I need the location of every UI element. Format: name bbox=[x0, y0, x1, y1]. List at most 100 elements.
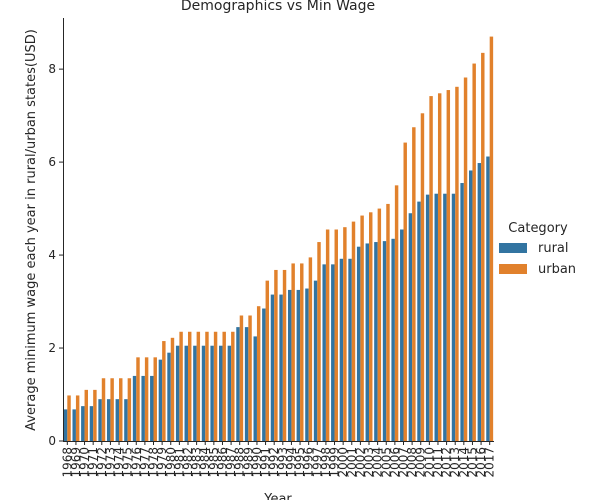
x-tick-label: 2002 bbox=[353, 447, 367, 478]
bar-rural-1990 bbox=[253, 336, 257, 441]
bar-rural-1992 bbox=[270, 294, 275, 441]
bar-rural-1983 bbox=[193, 345, 197, 441]
x-tick-label: 2008 bbox=[405, 447, 419, 478]
x-tick-label: 2004 bbox=[371, 447, 385, 478]
bar-rural-1998 bbox=[322, 264, 326, 441]
x-tick-label: 2011 bbox=[431, 447, 445, 478]
y-tick-label: 0 bbox=[48, 434, 56, 448]
x-tick-label: 1997 bbox=[310, 447, 324, 478]
bar-rural-2006 bbox=[391, 238, 395, 441]
bar-urban-1991 bbox=[265, 280, 270, 441]
bar-urban-1988 bbox=[239, 315, 244, 441]
legend-title: Category bbox=[508, 221, 568, 236]
bar-urban-1989 bbox=[248, 315, 252, 441]
bar-urban-2009 bbox=[420, 113, 425, 441]
bar-rural-1970 bbox=[81, 406, 85, 441]
bar-rural-1997 bbox=[313, 280, 318, 441]
bar-rural-2004 bbox=[374, 242, 378, 441]
x-tick-label: 2000 bbox=[336, 447, 350, 478]
legend-swatch-rural bbox=[499, 243, 527, 253]
x-tick-label: 2001 bbox=[345, 447, 359, 478]
bar-rural-1982 bbox=[184, 345, 188, 441]
bar-urban-1995 bbox=[300, 263, 304, 441]
bar-urban-1977 bbox=[144, 357, 149, 441]
bar-rural-1979 bbox=[158, 359, 163, 441]
bar-rural-2014 bbox=[460, 183, 464, 441]
bar-urban-2016 bbox=[481, 52, 485, 442]
x-tick-label: 1990 bbox=[250, 447, 264, 478]
bar-urban-1994 bbox=[291, 263, 295, 441]
bar-rural-1981 bbox=[175, 345, 180, 441]
bar-rural-1994 bbox=[287, 289, 292, 441]
bar-urban-2014 bbox=[463, 77, 468, 441]
x-tick-label: 1972 bbox=[95, 447, 109, 478]
bar-urban-1984 bbox=[205, 331, 209, 441]
bar-rural-2012 bbox=[443, 193, 447, 441]
x-tick-label: 2009 bbox=[414, 447, 428, 478]
bar-rural-2000 bbox=[339, 258, 344, 441]
bar-urban-2017 bbox=[489, 36, 494, 442]
bar-rural-1989 bbox=[244, 327, 249, 441]
x-tick-label: 1998 bbox=[319, 447, 333, 478]
x-tick-label: 1978 bbox=[147, 447, 161, 478]
bar-urban-1973 bbox=[110, 378, 114, 441]
bar-rural-2001 bbox=[348, 258, 352, 441]
bar-urban-2006 bbox=[394, 185, 399, 441]
y-ticks: 0 2 4 6 8 bbox=[48, 62, 63, 448]
bar-urban-2013 bbox=[455, 86, 459, 442]
bar-rural-1973 bbox=[106, 399, 111, 441]
bar-urban-2001 bbox=[351, 221, 356, 441]
bar-rural-2015 bbox=[469, 170, 473, 441]
x-tick-label: 2017 bbox=[483, 447, 497, 478]
bar-urban-1992 bbox=[274, 269, 278, 441]
chart-title: Demographics vs Min Wage bbox=[181, 0, 375, 14]
legend-label-urban: urban bbox=[538, 262, 576, 277]
bar-rural-2002 bbox=[356, 246, 361, 441]
bar-urban-2003 bbox=[369, 212, 373, 441]
x-tick-label: 1999 bbox=[328, 447, 342, 478]
bar-urban-2015 bbox=[472, 63, 476, 442]
bar-urban-2008 bbox=[412, 127, 416, 442]
legend: Category rural urban bbox=[499, 221, 576, 277]
x-axis-label: Year bbox=[263, 492, 292, 500]
y-tick-label: 8 bbox=[48, 62, 56, 76]
bar-rural-1993 bbox=[279, 294, 283, 441]
y-tick-label: 4 bbox=[48, 248, 56, 262]
bar-rural-1975 bbox=[124, 399, 128, 441]
bar-rural-1996 bbox=[305, 288, 309, 441]
bar-rural-2017 bbox=[486, 156, 490, 441]
x-tick-label: 1974 bbox=[112, 447, 126, 478]
x-tick-label: 1970 bbox=[78, 447, 92, 478]
x-tick-label: 1992 bbox=[267, 447, 281, 478]
bar-rural-2007 bbox=[400, 229, 404, 441]
bar-urban-2005 bbox=[386, 203, 390, 441]
x-tick-label: 2003 bbox=[362, 447, 376, 478]
x-tick-label: 2014 bbox=[457, 447, 471, 478]
x-tick-label: 1971 bbox=[86, 447, 100, 478]
x-tick-label: 1984 bbox=[198, 447, 212, 478]
bar-urban-1971 bbox=[93, 389, 97, 441]
bar-urban-1996 bbox=[308, 257, 313, 441]
bar-urban-1981 bbox=[179, 331, 183, 441]
x-tick-label: 2015 bbox=[465, 447, 479, 478]
bar-urban-2007 bbox=[403, 142, 407, 441]
x-tick-label: 1988 bbox=[233, 447, 247, 478]
bar-rural-1980 bbox=[167, 352, 171, 441]
y-tick-label: 2 bbox=[48, 341, 56, 355]
bar-rural-2003 bbox=[365, 243, 370, 441]
x-tick-label: 1968 bbox=[60, 447, 74, 478]
bar-urban-2002 bbox=[360, 215, 364, 441]
bar-urban-1999 bbox=[334, 229, 338, 441]
bar-rural-2016 bbox=[477, 163, 482, 441]
x-tick-label: 1976 bbox=[129, 447, 143, 478]
bar-rural-1984 bbox=[201, 345, 206, 441]
bar-urban-1980 bbox=[170, 337, 175, 441]
x-tick-label: 1975 bbox=[121, 447, 135, 478]
bar-urban-1990 bbox=[256, 306, 261, 441]
bar-urban-1985 bbox=[213, 331, 218, 441]
x-tick-label: 2006 bbox=[388, 447, 402, 478]
bar-urban-1998 bbox=[325, 229, 330, 441]
bar-rural-2010 bbox=[425, 194, 430, 441]
bar-rural-1987 bbox=[227, 345, 232, 441]
